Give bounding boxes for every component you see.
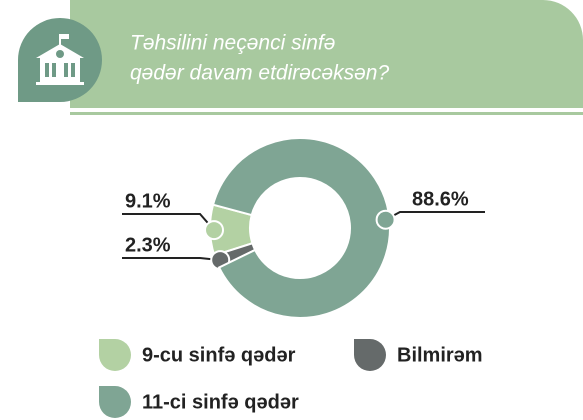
leader-line bbox=[385, 211, 485, 221]
title-line: Təhsilini neçənci sinfə bbox=[130, 32, 335, 55]
value-label: 2.3% bbox=[125, 234, 171, 256]
legend-swatch bbox=[99, 386, 131, 418]
legend-label: Bilmirəm bbox=[397, 344, 483, 366]
legend-label: 9-cu sinfə qədər bbox=[142, 344, 296, 366]
header-banner bbox=[70, 0, 583, 108]
header-rule bbox=[70, 112, 583, 115]
donut-segment bbox=[211, 137, 391, 319]
value-label: 9.1% bbox=[125, 190, 171, 212]
legend-swatch bbox=[354, 339, 386, 371]
value-label: 88.6% bbox=[412, 188, 469, 210]
legend-swatch bbox=[99, 339, 131, 371]
legend-label: 11-ci sinfə qədər bbox=[142, 391, 299, 413]
leader-line bbox=[122, 213, 215, 231]
school-icon bbox=[36, 34, 84, 85]
leader-line bbox=[122, 257, 221, 262]
title-line: qədər davam etdirəcəksən? bbox=[130, 62, 389, 85]
leader-dot bbox=[204, 220, 225, 241]
leader-dot bbox=[375, 209, 396, 230]
